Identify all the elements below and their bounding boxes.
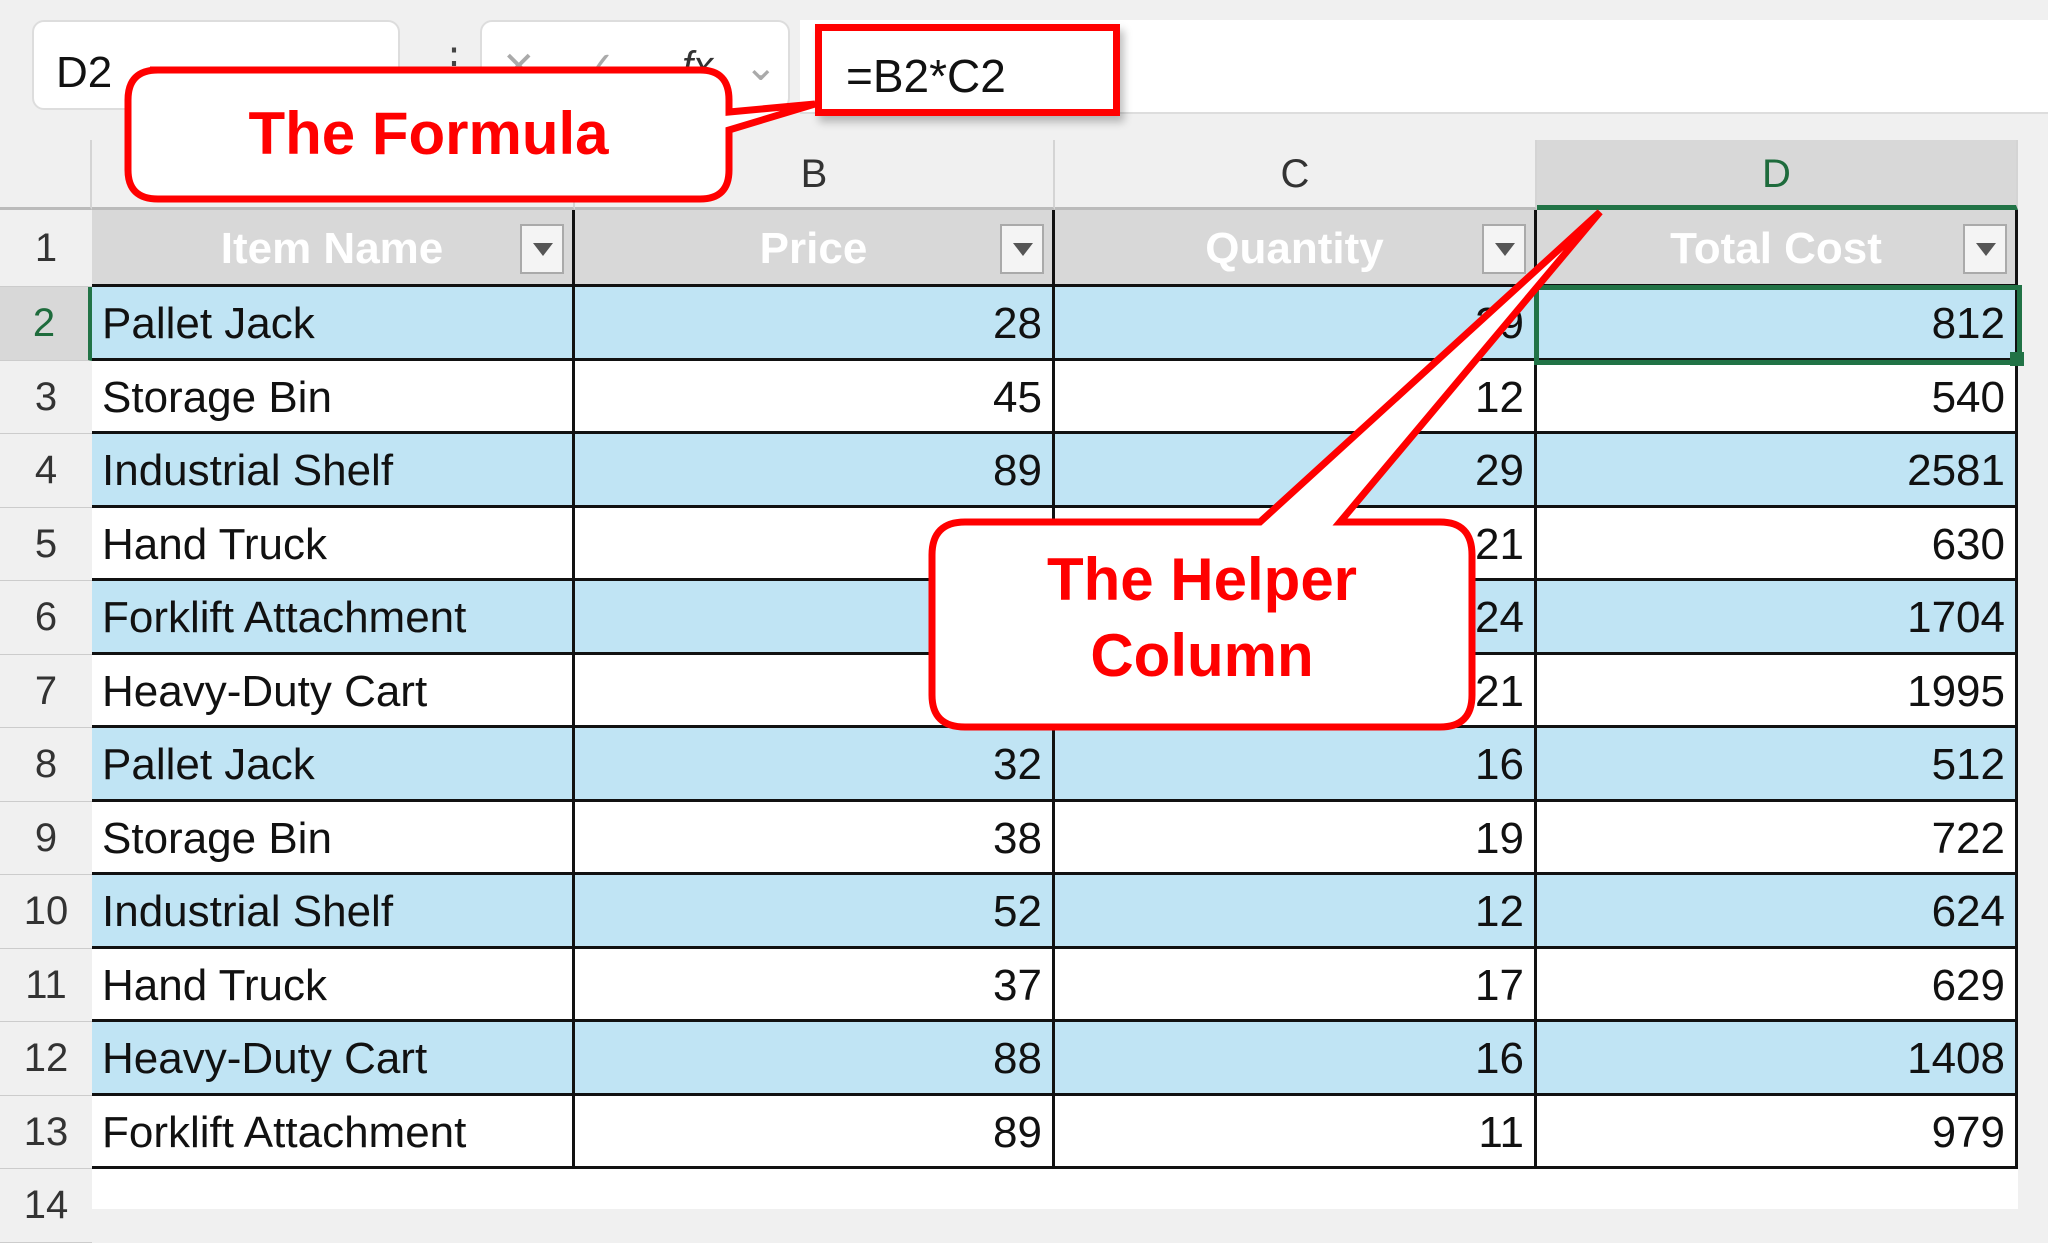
table-cell[interactable]: 17 [1055, 948, 1537, 1022]
header-label: Price [759, 224, 868, 273]
table-cell[interactable]: 12 [1055, 875, 1537, 949]
chevron-down-icon[interactable]: ⌄ [744, 45, 778, 89]
table-cell[interactable]: 979 [1537, 1095, 2018, 1169]
row-header-11[interactable]: 11 [0, 948, 92, 1022]
filter-dropdown-icon[interactable] [520, 224, 564, 274]
table-cell[interactable]: 52 [575, 875, 1055, 949]
helper-callout-label-line1: The Helper [1046, 546, 1358, 613]
table-cell[interactable]: Pallet Jack [92, 287, 575, 361]
table-cell[interactable]: Forklift Attachment [92, 581, 575, 655]
empty-row-14[interactable] [92, 1169, 2018, 1209]
row-header-1[interactable]: 1 [0, 210, 92, 287]
table-cell[interactable]: Heavy-Duty Cart [92, 654, 575, 728]
active-cell-selection [1534, 285, 2022, 365]
row-header-7[interactable]: 7 [0, 654, 92, 728]
table-cell[interactable]: Hand Truck [92, 948, 575, 1022]
table-cell[interactable]: 540 [1537, 360, 2018, 434]
filter-dropdown-icon[interactable] [1000, 224, 1044, 274]
table-header-cell[interactable]: Total Cost [1537, 210, 2018, 287]
table-cell[interactable]: Forklift Attachment [92, 1095, 575, 1169]
table-cell[interactable]: 32 [575, 728, 1055, 802]
table-cell[interactable]: 1704 [1537, 581, 2018, 655]
formula-callout-label: The Formula [248, 100, 609, 167]
column-header-d[interactable]: D [1537, 140, 2018, 210]
table-header-cell[interactable]: Quantity [1055, 210, 1537, 287]
select-all-corner[interactable] [0, 140, 92, 210]
table-cell[interactable]: 28 [575, 287, 1055, 361]
table-cell[interactable]: 2581 [1537, 434, 2018, 508]
table-cell[interactable]: 11 [1055, 1095, 1537, 1169]
row-header-10[interactable]: 10 [0, 875, 92, 949]
table-header-cell[interactable]: Item Name [92, 210, 575, 287]
table-cell[interactable]: 630 [1537, 507, 2018, 581]
row-header-8[interactable]: 8 [0, 728, 92, 802]
row-header-4[interactable]: 4 [0, 434, 92, 508]
row-header-13[interactable]: 13 [0, 1095, 92, 1169]
table-cell[interactable]: 38 [575, 801, 1055, 875]
formula-value[interactable]: =B2*C2 [815, 24, 1120, 116]
helper-callout-label-line2: Column [1090, 622, 1314, 689]
table-cell[interactable]: 16 [1055, 728, 1537, 802]
callout-shapes [124, 66, 1603, 731]
table-cell[interactable]: 37 [575, 948, 1055, 1022]
table-cell[interactable]: 722 [1537, 801, 2018, 875]
fill-handle[interactable] [2010, 352, 2024, 366]
table-cell[interactable]: 89 [575, 434, 1055, 508]
table-cell[interactable]: Storage Bin [92, 360, 575, 434]
table-cell[interactable]: 45 [575, 360, 1055, 434]
table-cell[interactable]: Storage Bin [92, 801, 575, 875]
header-label: Item Name [220, 224, 444, 273]
table-cell[interactable]: 89 [575, 1095, 1055, 1169]
table-cell[interactable]: 812 [1537, 287, 2018, 361]
column-header-c[interactable]: C [1055, 140, 1537, 210]
table-cell[interactable]: Hand Truck [92, 507, 575, 581]
header-label: Total Cost [1670, 224, 1882, 273]
table-cell[interactable]: 629 [1537, 948, 2018, 1022]
table-cell[interactable]: Industrial Shelf [92, 434, 575, 508]
table-cell[interactable]: Industrial Shelf [92, 875, 575, 949]
row-header-2[interactable]: 2 [0, 287, 92, 361]
table-cell[interactable]: 624 [1537, 875, 2018, 949]
filter-dropdown-icon[interactable] [1482, 224, 1526, 274]
header-label: Quantity [1205, 224, 1384, 273]
table-cell[interactable]: 1995 [1537, 654, 2018, 728]
table-header-cell[interactable]: Price [575, 210, 1055, 287]
row-header-3[interactable]: 3 [0, 360, 92, 434]
table-cell[interactable]: 88 [575, 1022, 1055, 1096]
row-header-5[interactable]: 5 [0, 507, 92, 581]
row-header-9[interactable]: 9 [0, 801, 92, 875]
filter-dropdown-icon[interactable] [1963, 224, 2007, 274]
table-cell[interactable]: 16 [1055, 1022, 1537, 1096]
row-header-6[interactable]: 6 [0, 581, 92, 655]
table-cell[interactable]: 1408 [1537, 1022, 2018, 1096]
formula-callout-bubble [124, 66, 817, 203]
helper-callout-bubble [928, 209, 1603, 731]
row-header-12[interactable]: 12 [0, 1022, 92, 1096]
table-cell[interactable]: Heavy-Duty Cart [92, 1022, 575, 1096]
table-cell[interactable]: Pallet Jack [92, 728, 575, 802]
table-cell[interactable]: 19 [1055, 801, 1537, 875]
table-cell[interactable]: 512 [1537, 728, 2018, 802]
